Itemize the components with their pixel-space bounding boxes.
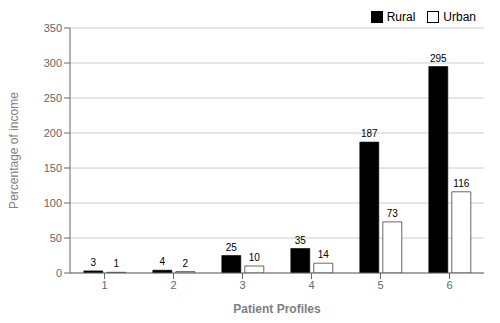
svg-text:2: 2 <box>170 279 176 291</box>
svg-text:6: 6 <box>446 279 452 291</box>
svg-text:150: 150 <box>44 162 62 174</box>
svg-text:200: 200 <box>44 127 62 139</box>
svg-text:25: 25 <box>226 242 238 253</box>
svg-text:350: 350 <box>44 22 62 34</box>
svg-text:250: 250 <box>44 92 62 104</box>
svg-text:4: 4 <box>308 279 314 291</box>
html-text:Urban: Urban <box>443 10 476 24</box>
svg-text:1: 1 <box>114 258 120 269</box>
svg-text:116: 116 <box>453 178 469 189</box>
svg-text:5: 5 <box>377 279 383 291</box>
svg-text:187: 187 <box>361 128 378 139</box>
svg-text:10: 10 <box>249 252 261 263</box>
svg-text:2: 2 <box>183 258 189 269</box>
svg-text:Patient Profiles: Patient Profiles <box>233 302 321 316</box>
svg-text:4: 4 <box>160 256 166 267</box>
svg-text:Percentage of income: Percentage of income <box>8 92 21 209</box>
svg-text:3: 3 <box>239 279 245 291</box>
svg-text:0: 0 <box>56 267 62 279</box>
svg-text:1: 1 <box>101 279 107 291</box>
html-text:Rural: Rural <box>386 10 416 24</box>
svg-text:73: 73 <box>387 208 399 219</box>
svg-text:300: 300 <box>44 57 62 69</box>
svg-text:295: 295 <box>430 53 447 64</box>
svg-text:100: 100 <box>44 197 62 209</box>
svg-text:14: 14 <box>318 249 330 260</box>
svg-text:50: 50 <box>50 232 62 244</box>
svg-text:35: 35 <box>295 235 307 246</box>
svg-text:3: 3 <box>91 257 97 268</box>
